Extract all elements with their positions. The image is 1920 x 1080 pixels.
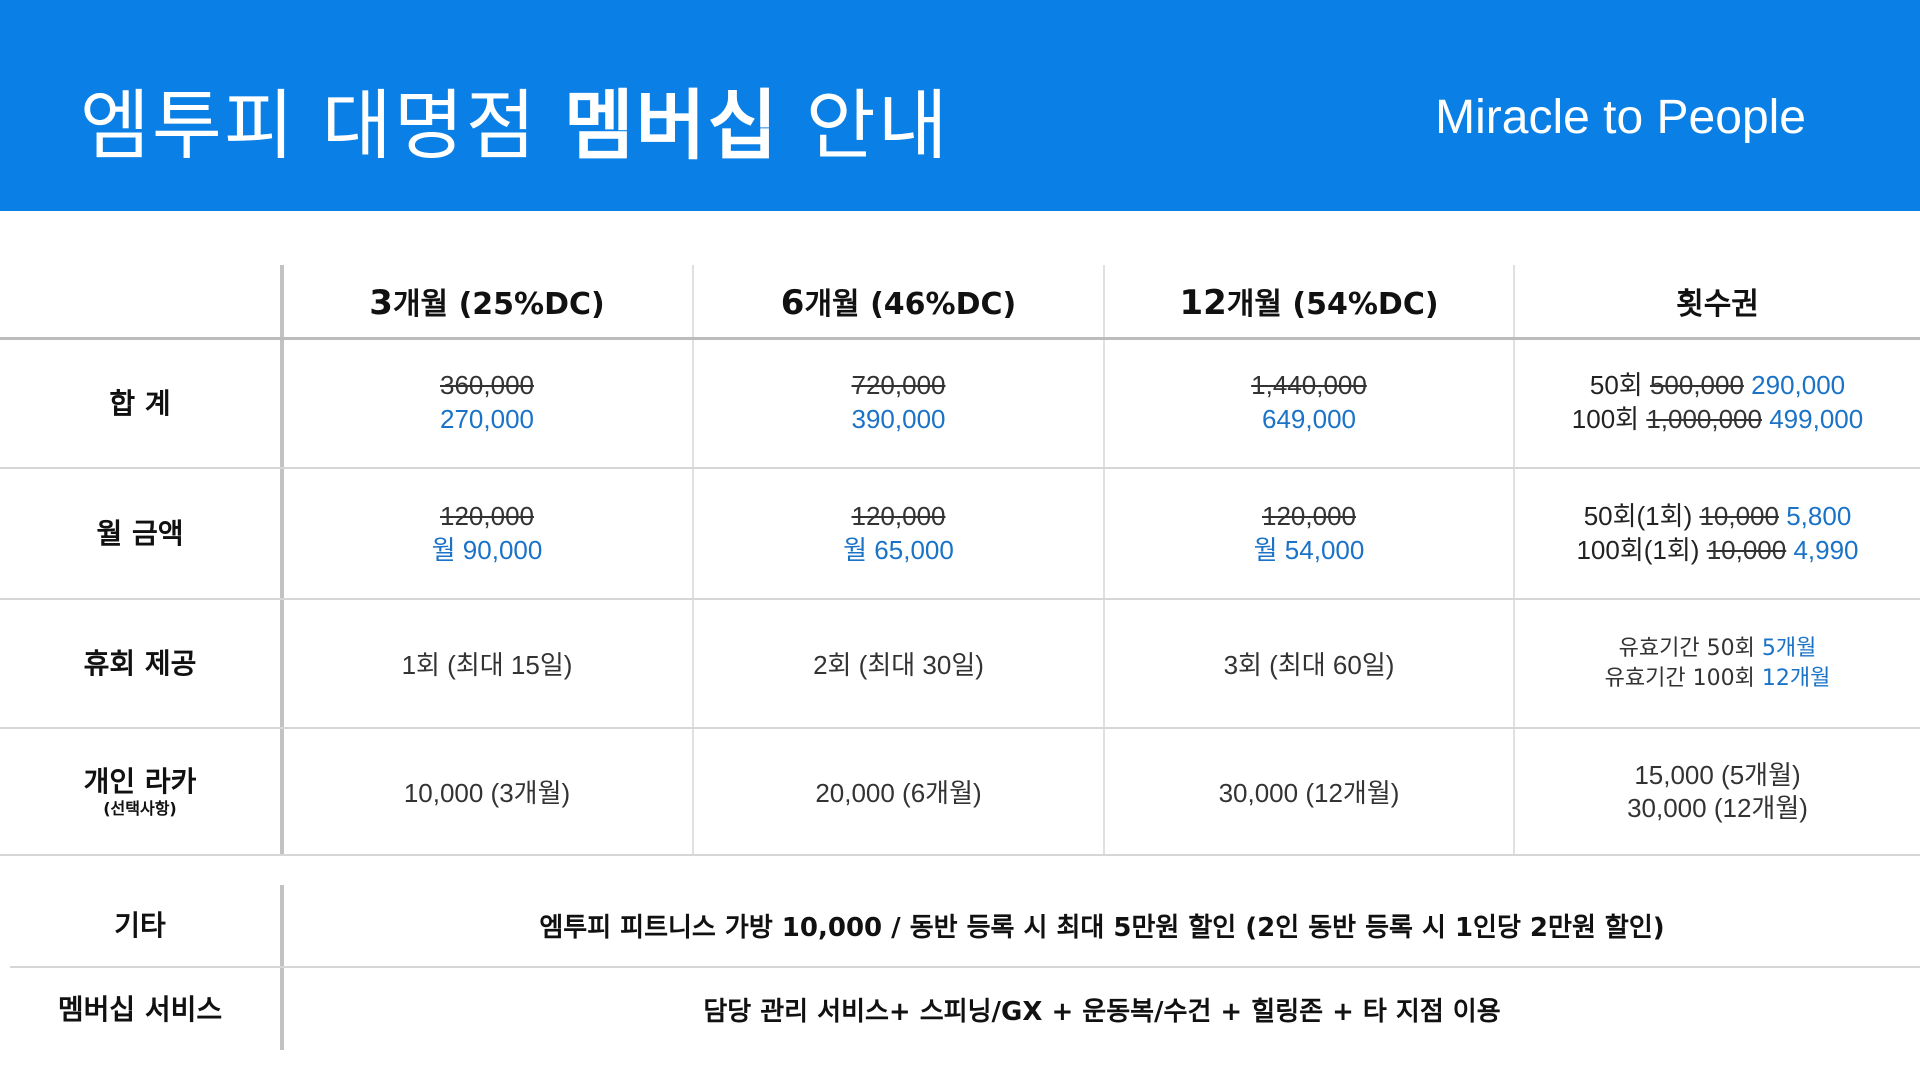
row-header-total: 합 계 [109, 386, 171, 420]
divider [0, 727, 1920, 729]
locker-6-months: 20,000 (6개월) [815, 778, 982, 808]
pause-3-months: 1회 (최대 15일) [401, 650, 573, 680]
total-6-months: 720,000 390,000 [851, 370, 946, 434]
monthly-6-months: 120,000 월 65,000 [843, 500, 954, 565]
divider [0, 854, 1920, 856]
locker-count-pass: 15,000 (5개월) 30,000 (12개월) [1627, 760, 1808, 823]
column-header-count-pass: 횟수권 [1676, 287, 1759, 322]
divider [280, 265, 284, 855]
header-banner: 엠투피 대명점 멤버십 안내 Miracle to People [0, 0, 1920, 211]
column-header-6-months: 6개월 (46%DC) [780, 283, 1017, 323]
etc-description: 엠투피 피트니스 가방 10,000 / 동반 등록 시 최대 5만원 할인 (… [539, 913, 1665, 943]
row-header-monthly: 월 금액 [96, 517, 184, 550]
row-header-locker: 개인 라카 (선택사항) [83, 765, 197, 818]
row-header-services: 멤버십 서비스 [57, 992, 223, 1026]
monthly-12-months: 120,000 월 54,000 [1253, 500, 1365, 565]
divider [0, 337, 1920, 340]
column-header-3-months: 3개월 (25%DC) [369, 283, 605, 323]
locker-3-months: 10,000 (3개월) [403, 778, 571, 808]
column-header-12-months: 12개월 (54%DC) [1179, 283, 1439, 323]
row-header-etc: 기타 [114, 909, 166, 942]
slogan: Miracle to People [1435, 91, 1806, 144]
divider [0, 598, 1920, 600]
locker-12-months: 30,000 (12개월) [1218, 778, 1400, 808]
monthly-3-months: 120,000 월 90,000 [431, 500, 543, 565]
divider [1513, 265, 1515, 855]
total-3-months: 360,000 270,000 [440, 370, 534, 434]
divider [0, 467, 1920, 469]
total-12-months: 1,440,000 649,000 [1251, 370, 1367, 434]
divider [10, 966, 1920, 968]
services-description: 담당 관리 서비스+ 스피닝/GX + 운동복/수건 + 힐링존 + 타 지점 … [703, 996, 1501, 1027]
total-count-pass: 50회 500,000 290,000 100회 1,000,000 499,0… [1571, 370, 1864, 434]
pause-6-months: 2회 (최대 30일) [813, 650, 984, 680]
row-header-pause: 휴회 제공 [83, 647, 197, 680]
row-header-locker-sub: (선택사항) [103, 799, 177, 818]
validity-count-pass: 유효기간 50회 5개월 유효기간 100회 12개월 [1604, 635, 1831, 691]
divider [692, 265, 694, 855]
divider [1103, 265, 1105, 855]
pause-12-months: 3회 (최대 60일) [1223, 650, 1395, 680]
page-title: 엠투피 대명점 멤버십 안내 [80, 81, 950, 170]
monthly-count-pass: 50회(1회) 10,000 5,800 100회(1회) 10,000 4,9… [1576, 500, 1859, 565]
